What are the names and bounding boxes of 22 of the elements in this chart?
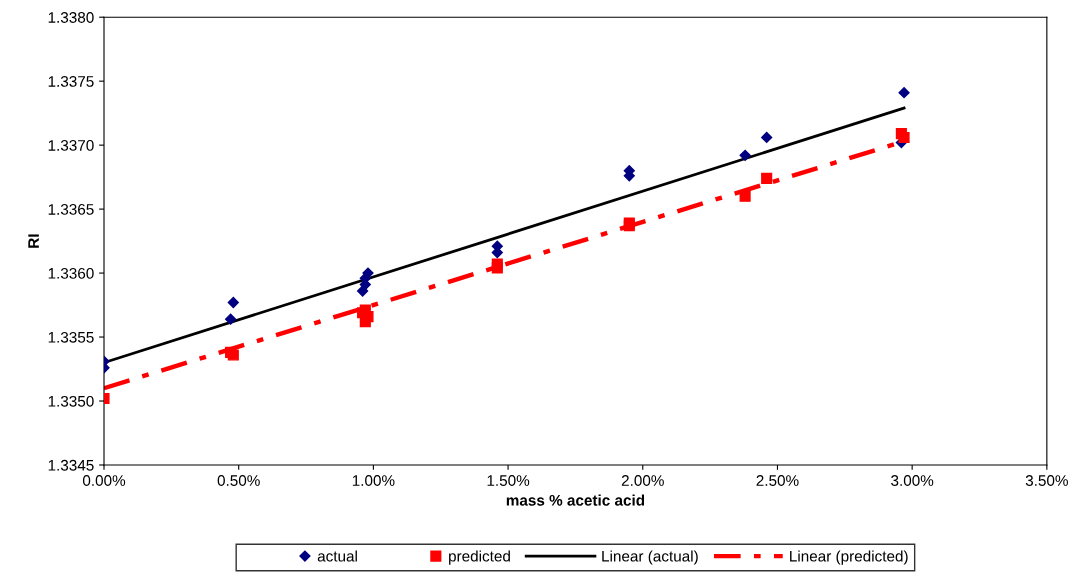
x-tick-label: 0.00%	[82, 475, 126, 486]
legend-label: Linear (actual)	[602, 550, 698, 565]
y-tick-label: 1.3345	[48, 459, 94, 471]
y-axis-title: RI	[28, 234, 39, 248]
x-tick-label: 3.50%	[1025, 475, 1068, 486]
y-tick-label: 1.3370	[48, 140, 94, 151]
x-tick-label: 0.50%	[217, 475, 260, 486]
legend-label: actual	[317, 550, 357, 562]
x-axis-title: mass % acetic acid	[506, 494, 645, 506]
y-tick-label: 1.3360	[48, 267, 94, 279]
y-tick-label: 1.3365	[48, 203, 94, 215]
legend-label: predicted	[449, 550, 510, 565]
x-tick-label: 3.00%	[891, 475, 934, 486]
x-tick-label: 1.00%	[352, 475, 395, 486]
y-tick-label: 1.3350	[48, 395, 94, 407]
x-tick-label: 2.00%	[621, 475, 664, 486]
x-tick-label: 1.50%	[487, 475, 530, 486]
y-tick-label: 1.3355	[48, 331, 94, 343]
y-tick-label: 1.3380	[48, 12, 94, 23]
y-tick-label: 1.3375	[48, 76, 94, 87]
x-tick-label: 2.50%	[756, 475, 799, 486]
legend-label: Linear (predicted)	[790, 550, 908, 565]
